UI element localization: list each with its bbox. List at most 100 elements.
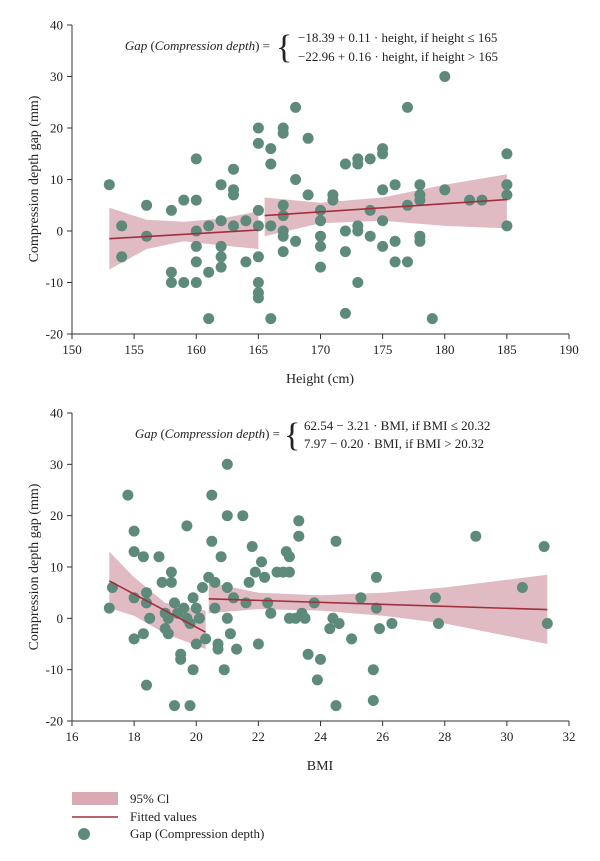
height-data-point <box>116 251 128 263</box>
height-data-point <box>389 235 401 247</box>
bmi-data-point <box>293 530 305 542</box>
height-data-point <box>339 307 351 319</box>
height-data-point <box>439 184 451 196</box>
height-data-point <box>116 220 128 232</box>
bmi-data-point <box>200 633 212 645</box>
bmi-equation-lhs: Gap (Compression depth) = <box>135 426 280 441</box>
height-data-point <box>203 313 215 325</box>
bmi-data-point <box>386 618 398 629</box>
height-data-point <box>228 163 239 175</box>
bmi-data-point <box>374 623 385 635</box>
height-data-point <box>277 199 289 211</box>
height-data-point <box>501 189 513 201</box>
height-data-point <box>190 240 202 252</box>
bmi-data-point <box>141 679 152 691</box>
height-data-point <box>290 101 302 113</box>
bmi-data-point <box>221 612 233 624</box>
height-data-point <box>501 179 513 191</box>
legend-points-label: Gap (Compression depth) <box>130 826 264 841</box>
bmi-data-point <box>103 602 115 614</box>
height-data-point <box>302 189 314 201</box>
bmi-fit-line-2 <box>208 598 548 611</box>
height-data-point <box>165 266 177 278</box>
height-data-point <box>302 132 314 144</box>
height-x-tick-label: 170 <box>311 342 331 357</box>
bmi-data-point <box>237 510 249 522</box>
bmi-data-point <box>190 638 202 650</box>
bmi-equation-brace: { <box>284 417 300 454</box>
height-data-point <box>240 215 252 227</box>
height-data-point <box>315 261 326 273</box>
bmi-data-point <box>315 653 326 665</box>
bmi-data-point <box>333 618 345 629</box>
bmi-data-point <box>165 566 177 578</box>
height-data-point <box>315 204 326 216</box>
bmi-data-point <box>221 458 233 470</box>
bmi-y-tick-label: 20 <box>50 508 63 523</box>
height-data-point <box>501 148 513 160</box>
bmi-x-tick-label: 16 <box>66 729 80 744</box>
height-data-point <box>414 235 426 247</box>
height-x-tick-label: 175 <box>373 342 393 357</box>
height-data-point <box>203 266 215 278</box>
bmi-y-tick-label: 30 <box>50 457 63 472</box>
height-data-point <box>252 251 264 263</box>
height-data-point <box>252 277 264 288</box>
height-data-point <box>190 194 202 206</box>
bmi-ci-band-1 <box>109 551 206 650</box>
bmi-data-point <box>187 664 199 676</box>
bmi-data-point <box>190 602 202 614</box>
bmi-data-point <box>215 551 227 563</box>
height-data-point <box>339 158 351 170</box>
bmi-x-tick-label: 26 <box>376 729 390 744</box>
bmi-equation-line1: 62.54 − 3.21 · BMI, if BMI ≤ 20.32 <box>304 418 490 433</box>
bmi-y-axis-label: Compression depth gap (mm) <box>27 483 42 650</box>
bmi-data-point <box>169 700 180 712</box>
height-data-point <box>215 215 227 227</box>
height-data-point <box>203 220 215 232</box>
bmi-data-point <box>283 551 295 563</box>
bmi-y-tick-label: 10 <box>50 560 63 575</box>
height-y-tick-label: 40 <box>50 18 63 33</box>
height-data-point <box>215 240 227 252</box>
bmi-data-point <box>228 592 239 604</box>
height-data-point <box>339 246 351 258</box>
bmi-data-point <box>541 618 553 629</box>
height-data-point <box>439 71 451 82</box>
height-data-point <box>165 204 177 216</box>
bmi-data-point <box>162 628 174 640</box>
height-data-point <box>240 256 252 268</box>
bmi-data-point <box>231 643 243 655</box>
height-data-point <box>414 194 426 206</box>
bmi-equation-line2: 7.97 − 0.20 · BMI, if BMI > 20.32 <box>304 436 484 451</box>
height-data-point <box>165 277 177 288</box>
height-data-point <box>215 261 227 273</box>
bmi-axes: 16 18 20 22 24 26 28 30 32 -20 -10 0 10 20 30 40 <box>46 406 576 745</box>
bmi-data-point <box>197 582 208 593</box>
bmi-data-point <box>256 556 267 568</box>
height-y-tick-label: 10 <box>50 172 63 187</box>
bmi-data-point <box>106 582 118 593</box>
bmi-data-point <box>128 525 140 537</box>
bmi-x-tick-label: 28 <box>438 729 451 744</box>
height-data-point <box>103 179 115 191</box>
bmi-data-point <box>240 597 252 609</box>
bmi-y-tick-label: 0 <box>57 611 64 626</box>
bmi-data-point <box>246 541 258 552</box>
bmi-data-point <box>128 546 140 558</box>
bmi-data-point <box>302 648 314 660</box>
height-data-point <box>228 220 239 232</box>
bmi-data-point <box>249 566 261 578</box>
bmi-points <box>103 458 553 712</box>
bmi-data-point <box>165 576 177 588</box>
bmi-x-tick-label: 32 <box>563 729 576 744</box>
height-x-tick-label: 180 <box>435 342 455 357</box>
bmi-data-point <box>355 592 367 604</box>
height-data-point <box>364 230 376 242</box>
height-x-tick-label: 150 <box>62 342 82 357</box>
height-data-point <box>426 313 438 325</box>
legend-ci-swatch <box>72 792 118 805</box>
height-fit-line-2 <box>264 198 507 217</box>
bmi-data-point <box>283 566 295 578</box>
